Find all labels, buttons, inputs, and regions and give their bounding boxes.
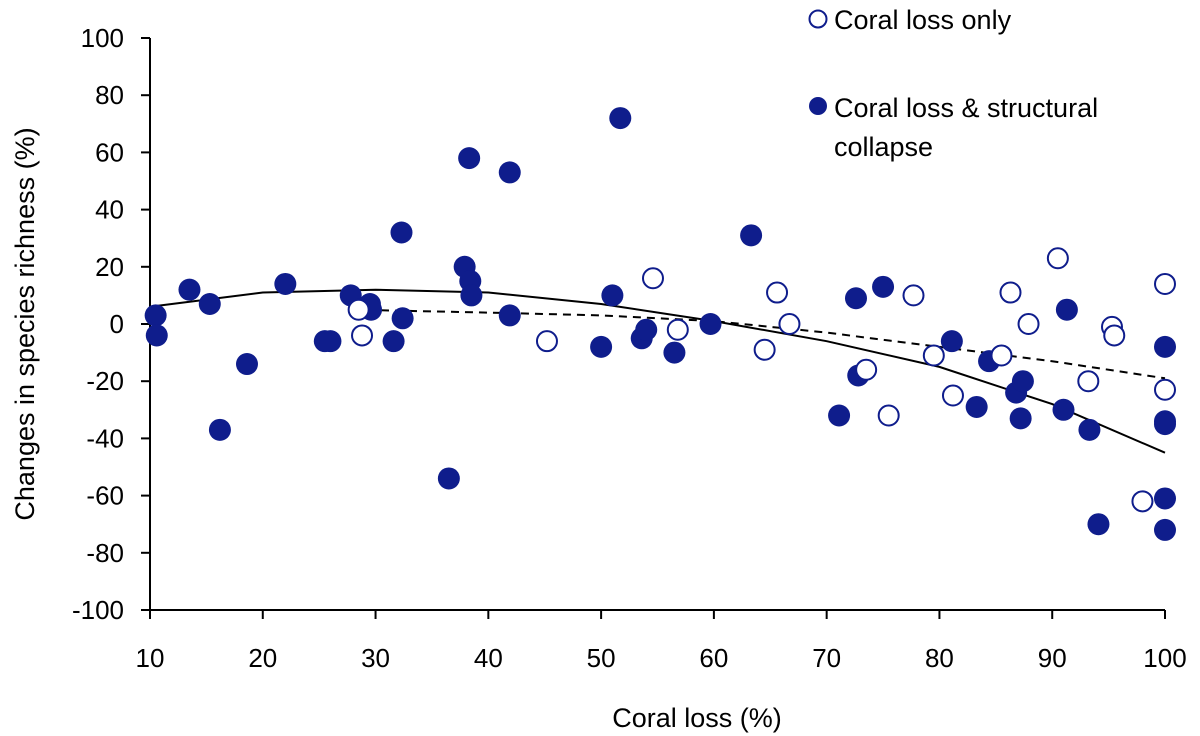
data-points [144, 107, 1176, 541]
data-point-filled [1154, 413, 1176, 436]
data-point-open [347, 298, 370, 321]
y-tick-label: -100 [72, 595, 124, 625]
data-point-filled [844, 287, 867, 310]
data-point-filled [198, 292, 221, 315]
data-point-open [1154, 378, 1176, 401]
y-axis-title: Changes in species richness (%) [10, 127, 40, 520]
data-point-open [1017, 313, 1040, 335]
data-point-filled [699, 313, 722, 335]
legend-label-open: Coral loss only [834, 5, 1012, 35]
data-point-open [941, 384, 964, 407]
y-tick-label: 40 [95, 195, 124, 225]
data-point-filled [1009, 407, 1032, 430]
data-point-filled [590, 335, 613, 358]
data-point-open [351, 324, 374, 347]
data-point-open [666, 318, 689, 341]
data-point-filled [601, 284, 624, 307]
x-tick-label: 10 [136, 643, 165, 673]
y-tick-label: -20 [86, 366, 124, 396]
data-point-filled [319, 330, 342, 353]
trend-line-solid [149, 288, 1166, 454]
legend-label-filled-line1: Coral loss & structural [834, 93, 1098, 123]
data-point-open [855, 358, 878, 381]
data-point-open [999, 281, 1022, 304]
data-point-filled [740, 224, 763, 247]
x-tick-label: 30 [361, 643, 390, 673]
data-point-open [990, 344, 1013, 367]
data-point-filled [145, 324, 168, 347]
legend-open-marker [808, 9, 828, 29]
data-point-open [1103, 324, 1126, 347]
data-point-filled [1055, 298, 1078, 321]
axes [149, 38, 1165, 611]
x-tick-label: 100 [1143, 643, 1186, 673]
data-point-filled [872, 275, 895, 298]
data-point-open [902, 284, 925, 307]
x-tick-label: 60 [699, 643, 728, 673]
data-point-filled [498, 161, 521, 184]
data-point-open [1131, 490, 1154, 513]
data-point-open [922, 344, 945, 367]
y-ticks: -100 -80 -60 -40 -20 0 20 40 60 80 100 [72, 23, 150, 625]
y-tick-label: -60 [86, 481, 124, 511]
y-tick-label: 100 [81, 23, 124, 53]
legend: Coral loss only Coral loss & structural … [808, 5, 1098, 162]
data-point-filled [460, 284, 483, 307]
data-point-filled [390, 221, 413, 244]
x-tick-label: 90 [1038, 643, 1067, 673]
data-point-filled [965, 395, 988, 418]
data-point-filled [208, 418, 231, 441]
data-point-open [535, 330, 558, 353]
data-point-open [753, 338, 776, 361]
legend-filled-marker [809, 97, 827, 115]
data-point-filled [1078, 418, 1101, 441]
x-tick-label: 80 [925, 643, 954, 673]
data-point-filled [1087, 513, 1110, 536]
data-point-filled [940, 330, 963, 353]
y-tick-label: -40 [86, 423, 124, 453]
data-point-filled [437, 467, 460, 490]
data-point-open [1154, 272, 1176, 295]
y-tick-label: 60 [95, 137, 124, 167]
data-point-filled [235, 353, 258, 376]
data-point-filled [498, 304, 521, 327]
data-point-filled [382, 330, 405, 353]
data-point-filled [391, 307, 414, 330]
data-point-filled [1154, 335, 1176, 358]
data-point-open [641, 267, 664, 290]
data-point-filled [1154, 518, 1176, 541]
y-tick-label: -80 [86, 538, 124, 568]
x-tick-label: 40 [474, 643, 503, 673]
data-point-open [778, 313, 801, 335]
y-tick-label: 20 [95, 252, 124, 282]
x-tick-label: 50 [587, 643, 616, 673]
x-axis-title: Coral loss (%) [612, 703, 782, 733]
data-point-filled [609, 107, 632, 130]
data-point-open [1046, 247, 1069, 270]
data-point-open [766, 281, 789, 304]
data-point-filled [1052, 398, 1075, 421]
data-point-open [1077, 370, 1100, 393]
x-tick-label: 70 [812, 643, 841, 673]
data-point-filled [1011, 370, 1034, 393]
data-point-filled [178, 278, 201, 301]
data-point-open [877, 404, 900, 427]
x-ticks: 10 20 30 40 50 60 70 80 90 100 [136, 610, 1187, 673]
data-point-filled [828, 404, 851, 427]
legend-label-filled-line2: collapse [834, 132, 933, 162]
y-tick-label: 80 [95, 80, 124, 110]
x-tick-label: 20 [248, 643, 277, 673]
data-point-filled [663, 341, 686, 364]
data-point-filled [144, 304, 167, 327]
data-point-filled [1154, 487, 1176, 510]
y-tick-label: 0 [110, 309, 124, 339]
trend-lines [149, 288, 1166, 454]
data-point-filled [458, 147, 481, 170]
data-point-filled [274, 272, 297, 295]
data-point-filled [635, 318, 658, 341]
